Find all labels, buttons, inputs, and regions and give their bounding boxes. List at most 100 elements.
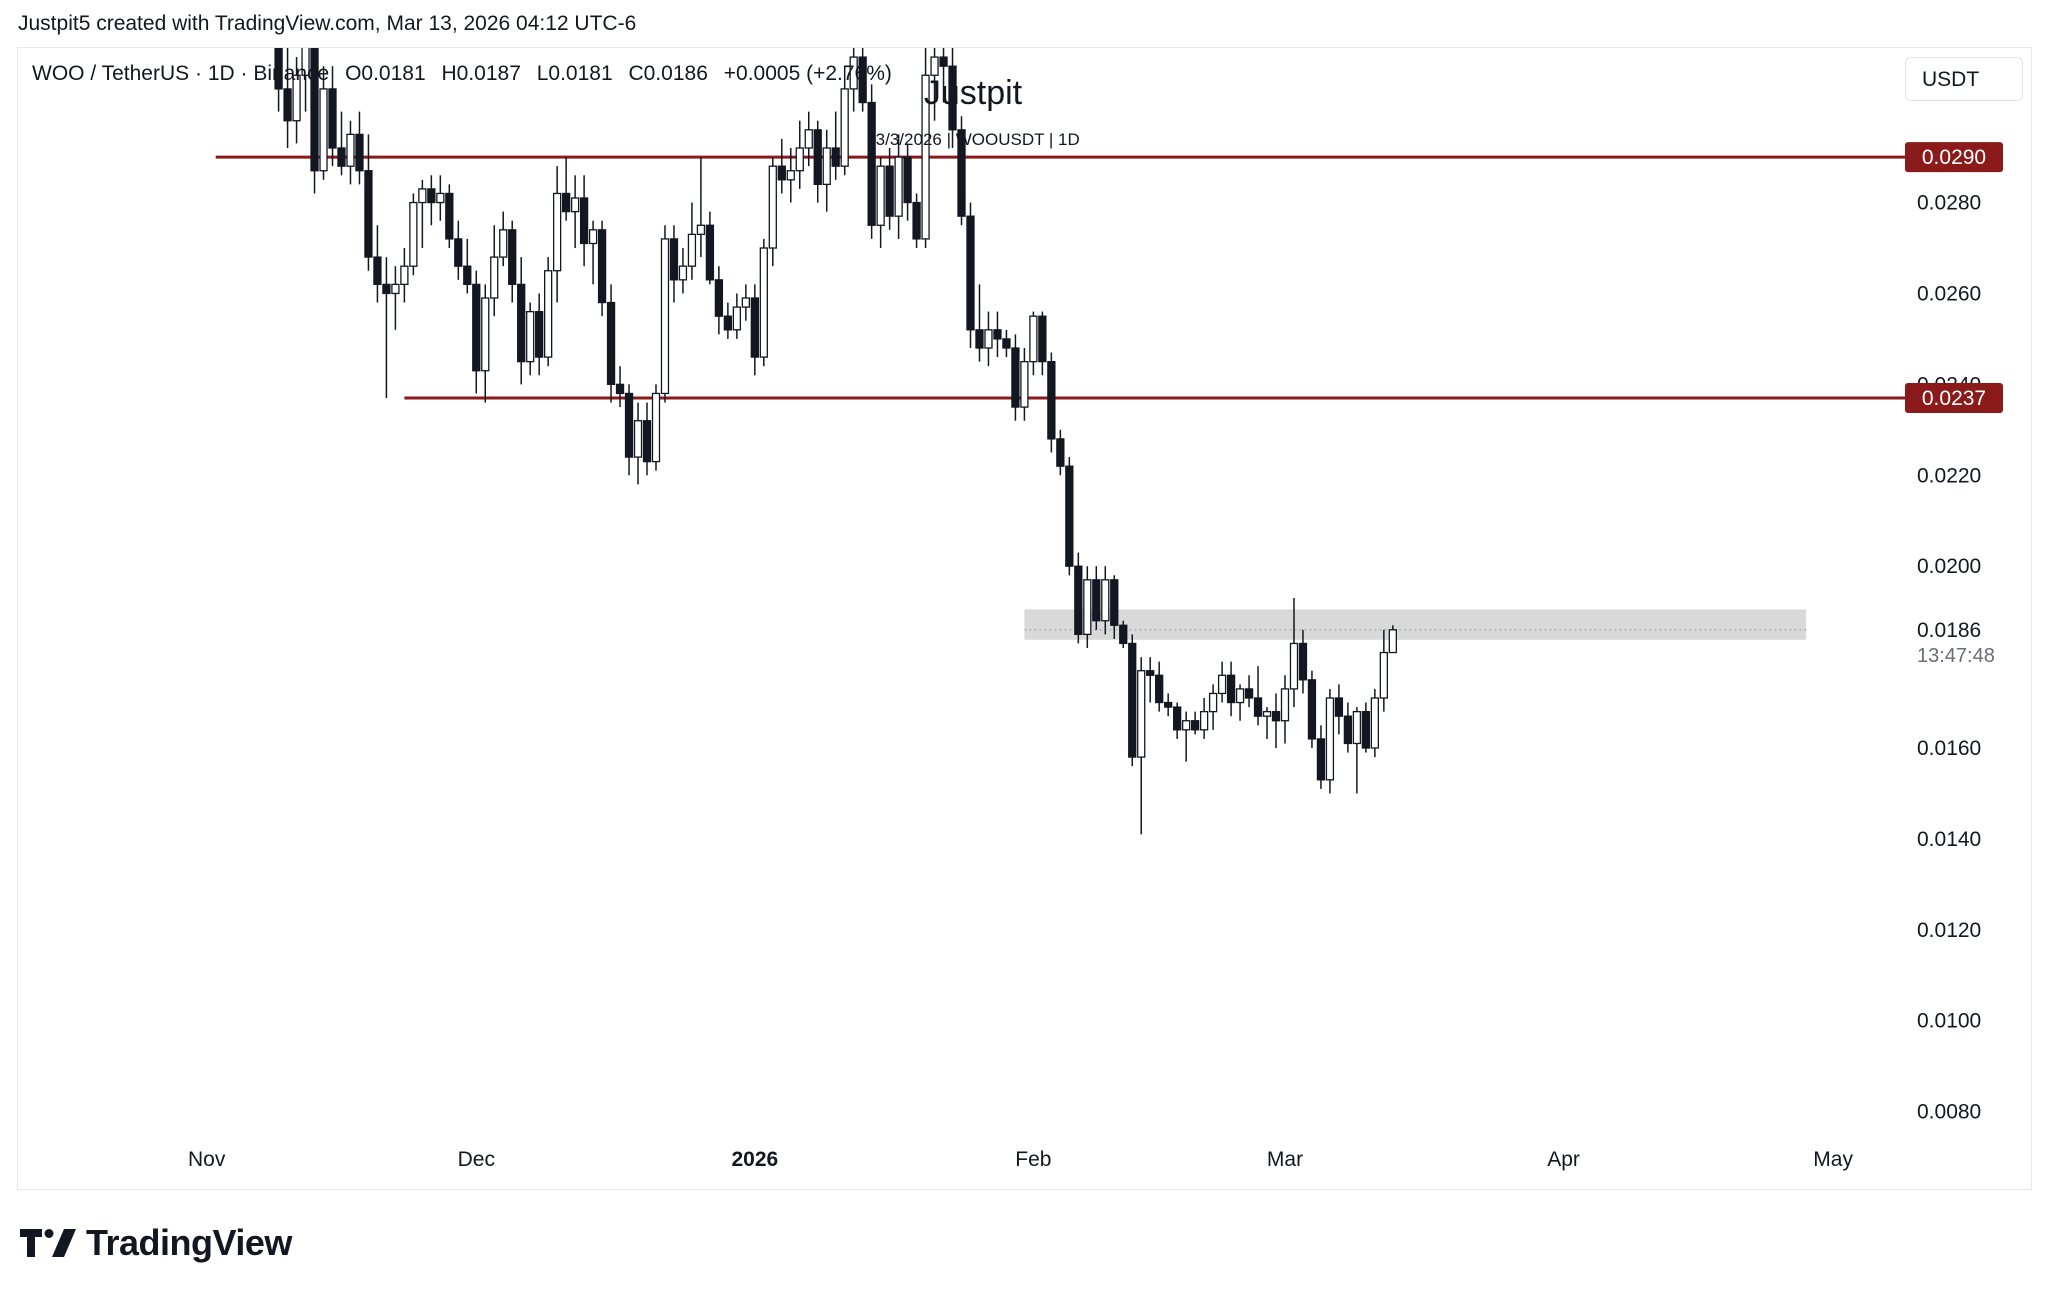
candle[interactable] — [795, 120, 804, 189]
candle[interactable] — [319, 66, 328, 180]
candle[interactable] — [642, 402, 652, 476]
candle[interactable] — [1235, 684, 1245, 721]
candle[interactable] — [813, 120, 822, 203]
candle[interactable] — [1173, 702, 1182, 739]
candle[interactable] — [1388, 625, 1397, 654]
candle[interactable] — [1011, 334, 1020, 421]
candle[interactable] — [508, 220, 517, 303]
candle[interactable] — [418, 179, 427, 248]
candle[interactable] — [732, 293, 742, 339]
candle[interactable] — [633, 402, 643, 485]
candle[interactable] — [1199, 698, 1209, 739]
currency-selector[interactable]: USDT — [1905, 57, 2023, 101]
candle[interactable] — [1226, 661, 1236, 717]
candle[interactable] — [310, 48, 319, 194]
candle[interactable] — [903, 143, 912, 221]
candle[interactable] — [660, 225, 670, 403]
candle[interactable] — [535, 293, 544, 376]
candle[interactable] — [1002, 329, 1011, 358]
candle[interactable] — [1190, 711, 1200, 735]
candle[interactable] — [804, 111, 813, 167]
candle[interactable] — [705, 211, 715, 285]
candle[interactable] — [1307, 670, 1317, 748]
candle[interactable] — [1217, 661, 1227, 703]
candle[interactable] — [993, 311, 1002, 358]
candle[interactable] — [481, 284, 490, 403]
candle[interactable] — [777, 138, 786, 194]
candle[interactable] — [328, 66, 337, 167]
candle[interactable] — [1244, 675, 1254, 708]
candle[interactable] — [939, 48, 948, 103]
candle[interactable] — [768, 157, 777, 267]
candle[interactable] — [1101, 566, 1110, 635]
candle[interactable] — [499, 211, 508, 267]
legend-symbol[interactable]: WOO / TetherUS · 1D · Binance — [32, 62, 330, 85]
candle[interactable] — [1146, 657, 1155, 703]
candle[interactable] — [517, 257, 526, 385]
candle[interactable] — [1370, 688, 1380, 758]
candle[interactable] — [292, 57, 301, 144]
candle[interactable] — [849, 48, 858, 112]
candle[interactable] — [588, 220, 598, 285]
candle[interactable] — [759, 238, 768, 367]
candle[interactable] — [391, 266, 400, 330]
candle[interactable] — [1065, 457, 1074, 576]
candle[interactable] — [831, 111, 840, 180]
candle[interactable] — [1280, 675, 1290, 744]
candle[interactable] — [975, 284, 984, 362]
candle[interactable] — [984, 311, 993, 367]
candle[interactable] — [1029, 311, 1038, 376]
candle[interactable] — [957, 116, 966, 226]
candle[interactable] — [283, 48, 292, 148]
candle[interactable] — [1334, 684, 1344, 735]
candle[interactable] — [840, 66, 849, 176]
candle[interactable] — [427, 175, 436, 226]
candle[interactable] — [1056, 429, 1065, 476]
candle[interactable] — [1316, 725, 1326, 789]
candlestick-chart[interactable]: 0.02800.02600.02400.02200.02000.01600.01… — [18, 48, 2031, 1189]
candle[interactable] — [346, 120, 355, 185]
candle[interactable] — [552, 166, 562, 303]
candle[interactable] — [355, 111, 364, 185]
candle[interactable] — [606, 284, 616, 403]
candle[interactable] — [561, 157, 571, 221]
candle[interactable] — [1325, 688, 1335, 794]
candle[interactable] — [301, 48, 310, 112]
candle[interactable] — [696, 157, 706, 258]
candle[interactable] — [1379, 629, 1388, 712]
candle[interactable] — [948, 48, 957, 148]
candle[interactable] — [400, 248, 409, 303]
candle[interactable] — [436, 175, 445, 221]
candle[interactable] — [921, 48, 930, 248]
candle[interactable] — [1253, 666, 1263, 726]
candle[interactable] — [1352, 707, 1362, 794]
candle[interactable] — [382, 257, 391, 398]
candle[interactable] — [687, 202, 697, 280]
candle[interactable] — [409, 193, 418, 276]
candle[interactable] — [490, 225, 499, 317]
candle[interactable] — [1182, 711, 1191, 762]
candle[interactable] — [544, 257, 553, 367]
candle[interactable] — [1074, 552, 1083, 644]
candle[interactable] — [1361, 702, 1371, 753]
tradingview-logo[interactable]: TradingView — [20, 1222, 292, 1264]
candle[interactable] — [624, 384, 634, 476]
candle[interactable] — [1262, 707, 1272, 739]
candle[interactable] — [822, 129, 831, 212]
candle[interactable] — [615, 366, 625, 408]
candle[interactable] — [1020, 348, 1029, 421]
candle[interactable] — [597, 220, 607, 317]
candle[interactable] — [1119, 620, 1128, 648]
candle[interactable] — [876, 157, 885, 248]
candle[interactable] — [526, 302, 535, 376]
candle[interactable] — [750, 284, 759, 376]
candle[interactable] — [930, 48, 939, 121]
candle[interactable] — [579, 175, 589, 267]
candle[interactable] — [723, 302, 733, 339]
candle[interactable] — [966, 202, 975, 348]
candle[interactable] — [1128, 634, 1137, 767]
candle[interactable] — [912, 193, 921, 248]
candle[interactable] — [1092, 566, 1101, 630]
candle[interactable] — [337, 111, 346, 176]
candle[interactable] — [463, 238, 472, 294]
